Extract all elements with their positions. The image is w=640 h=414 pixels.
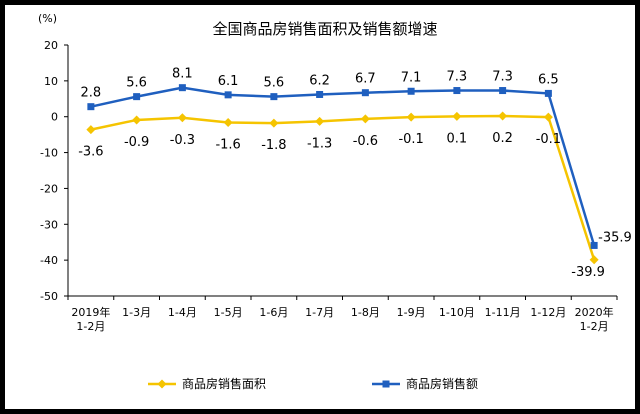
data-label: 7.3: [492, 70, 513, 85]
x-tick-label: 1-9月: [397, 306, 426, 319]
data-point: [177, 113, 187, 123]
data-label: -0.1: [398, 132, 423, 147]
x-tick-label: 1-6月: [259, 306, 288, 319]
y-tick-label: -50: [40, 290, 58, 303]
data-point: [590, 241, 598, 249]
x-tick-label: 2019年 1-2月: [71, 305, 110, 333]
data-label: -1.6: [215, 137, 240, 152]
x-tick-label: 1-4月: [168, 306, 197, 319]
data-point: [270, 93, 278, 101]
data-point: [498, 111, 508, 121]
series-sales-area: -3.6 -0.9 -0.3 -1.6 -1.8 -1.3 -0.6 -0.1 0.1 0.2 -0…: [78, 111, 605, 280]
x-tick-label: 1-7月: [305, 306, 334, 319]
data-label: -39.9: [571, 265, 605, 280]
data-label: 6.7: [355, 72, 376, 87]
data-point: [452, 111, 462, 121]
y-tick-label: -30: [40, 218, 58, 231]
series-sales-amount: 2.8 5.6 8.1 6.1 5.6 6.2 6.7 7.1 7.3 7.3 6.5 -35.9: [81, 67, 632, 249]
x-tick-label: 1-12月: [530, 306, 566, 319]
chart-title: 全国商品房销售面积及销售额增速: [212, 20, 437, 38]
legend-item: 商品房销售额: [372, 376, 478, 391]
data-label: -0.6: [353, 134, 378, 149]
data-label: -1.8: [261, 138, 286, 153]
data-point: [224, 91, 232, 99]
data-label: 0.1: [447, 131, 468, 146]
legend-item: 商品房销售面积: [148, 376, 266, 391]
data-label: 5.6: [264, 76, 285, 91]
data-point: [178, 84, 186, 92]
data-label: 6.5: [538, 72, 559, 87]
data-point: [453, 87, 461, 95]
data-point: [499, 87, 507, 95]
data-label: -35.9: [598, 230, 632, 245]
legend: 商品房销售面积 商品房销售额: [148, 376, 478, 391]
data-label: -0.3: [170, 133, 195, 148]
data-point: [269, 118, 279, 128]
series-layer: -3.6 -0.9 -0.3 -1.6 -1.8 -1.3 -0.6 -0.1 0.1 0.2 -0…: [78, 67, 632, 280]
legend-label: 商品房销售面积: [182, 376, 266, 391]
data-point: [316, 90, 324, 98]
data-label: 2.8: [81, 86, 102, 101]
axes: 20 10 0 -10 -20 -30 -40 -50 2019年 1-2月 1-3月 1-4月 1-5…: [40, 39, 618, 333]
x-tick-label: 1-10月: [439, 306, 475, 319]
data-point: [86, 125, 96, 135]
data-point: [544, 89, 552, 97]
data-point: [87, 103, 95, 111]
data-point: [361, 89, 369, 97]
data-label: 0.2: [492, 131, 513, 146]
data-label: -1.3: [307, 136, 332, 151]
y-tick-label: 10: [44, 75, 58, 88]
y-tick-label: -40: [40, 254, 58, 267]
data-label: 5.6: [126, 76, 147, 91]
data-label: -0.9: [124, 135, 149, 150]
data-point: [133, 93, 141, 101]
x-tick-label: 2020年 1-2月: [575, 305, 614, 333]
chart-background: [5, 5, 635, 409]
y-tick-label: -20: [40, 182, 58, 195]
legend-marker: [157, 379, 167, 389]
data-label: -3.6: [78, 145, 103, 160]
data-point: [407, 87, 415, 95]
legend-marker: [382, 380, 390, 388]
data-point: [315, 116, 325, 126]
data-point: [589, 255, 599, 265]
y-axis-unit-label: (%): [38, 12, 57, 25]
legend-label: 商品房销售额: [406, 376, 478, 391]
series-line: [90, 86, 596, 246]
x-tick-label: 1-3月: [122, 306, 151, 319]
data-label: 7.1: [401, 70, 422, 85]
y-tick-label: -10: [40, 147, 58, 160]
data-label: 7.3: [447, 70, 468, 85]
y-tick-label: 20: [44, 39, 58, 52]
data-point: [406, 112, 416, 122]
data-label: 8.1: [172, 67, 193, 82]
data-label: 6.2: [309, 73, 330, 88]
data-point: [223, 117, 233, 127]
data-label: 6.1: [218, 74, 239, 89]
series-line: [90, 114, 596, 261]
y-tick-label: 0: [51, 111, 58, 124]
data-point: [132, 115, 142, 125]
x-tick-label: 1-5月: [214, 306, 243, 319]
x-tick-label: 1-11月: [485, 306, 521, 319]
x-tick-label: 1-8月: [351, 306, 380, 319]
data-label: -0.1: [536, 132, 561, 147]
data-point: [543, 112, 553, 122]
data-point: [360, 114, 370, 124]
